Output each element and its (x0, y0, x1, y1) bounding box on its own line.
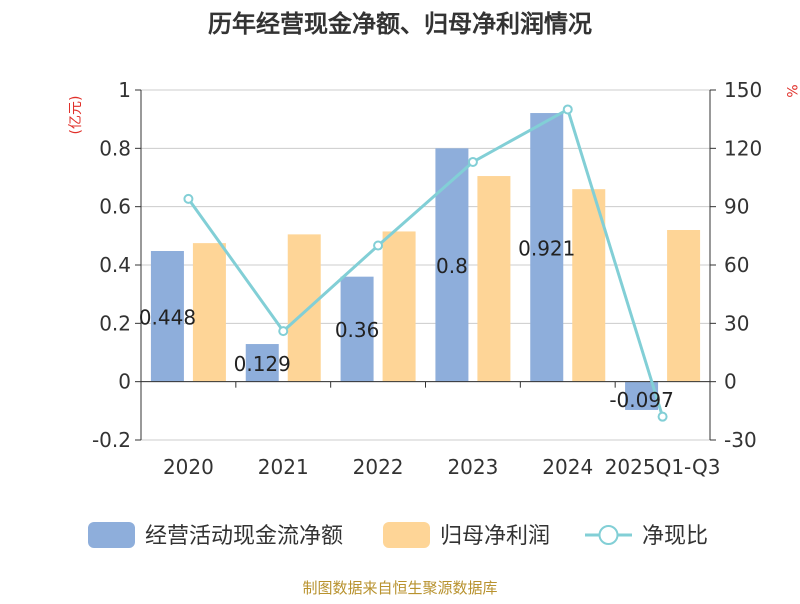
x-axis-tick-label: 2021 (258, 455, 309, 479)
axes: -0.2 0 0.2 0.4 0.6 0.8 1 -30 0 30 60 90 120 150 2020 20… (92, 78, 762, 479)
net-profit-bar (667, 230, 701, 382)
x-axis-tick-label: 2022 (353, 455, 404, 479)
ratio-point (657, 411, 668, 422)
legend-swatch (383, 522, 430, 548)
cashflow-data-label: 0.448 (139, 305, 196, 329)
right-axis-tick-label: -30 (724, 428, 757, 452)
source-note: 制图数据来自恒生聚源数据库 (302, 579, 497, 597)
cashflow-bar (150, 251, 184, 382)
right-axis-unit-label: % (783, 84, 799, 97)
cashflow-bar (245, 344, 279, 382)
legend-label: 经营活动现金流净额 (145, 524, 343, 549)
cashflow-data-label: 0.8 (436, 254, 468, 278)
legend: 经营活动现金流净额 归母净利润 净现比 (88, 522, 708, 549)
right-axis-tick-label: 0 (724, 370, 737, 394)
right-axis-tick-label: 90 (724, 195, 749, 219)
legend-swatch (88, 522, 135, 548)
left-axis-tick-label: 0.2 (99, 311, 131, 335)
ratio-point (183, 193, 194, 204)
cashflow-bar (530, 113, 564, 382)
ratio-point (373, 240, 384, 251)
cashflow-bar (340, 276, 374, 382)
left-axis-tick-label: 0.8 (99, 136, 131, 160)
x-axis-tick-label: 2020 (163, 455, 214, 479)
cashflow-data-label: -0.097 (609, 388, 673, 412)
chart-title: 历年经营现金净额、归母净利润情况 (208, 10, 592, 38)
cashflow-data-label: 0.36 (335, 318, 380, 342)
right-axis-tick-label: 150 (724, 78, 762, 102)
right-axis-tick-label: 30 (724, 311, 749, 335)
legend-item-ratio: 净现比 (585, 524, 708, 549)
ratio-point (467, 156, 478, 167)
cashflow-data-label: 0.921 (518, 236, 575, 260)
legend-label: 净现比 (642, 524, 708, 549)
cashflow-data-label: 0.129 (234, 352, 291, 376)
data-labels-layer: 0.448 0.129 0.36 0.8 0.921 -0.097 (139, 236, 674, 412)
ratio-line-layer (183, 104, 668, 422)
ratio-point (562, 104, 573, 115)
x-axis-tick-label: 2023 (447, 455, 498, 479)
right-axis-tick-label: 120 (724, 136, 762, 160)
x-axis-tick-label: 2025Q1-Q3 (605, 455, 721, 479)
ratio-point (278, 326, 289, 337)
legend-swatch-marker (598, 525, 619, 545)
net-profit-bar (572, 189, 606, 382)
legend-item-net-profit: 归母净利润 (383, 522, 550, 549)
bars-layer (150, 113, 701, 410)
left-axis-tick-label: 1 (118, 78, 131, 102)
left-axis-unit-label: (亿元) (68, 96, 84, 135)
ratio-line (187, 107, 665, 418)
left-axis-tick-label: -0.2 (92, 428, 131, 452)
legend-label: 归母净利润 (440, 524, 550, 549)
net-profit-bar (382, 231, 416, 382)
left-axis-tick-label: 0 (118, 370, 131, 394)
cashflow-bar (435, 148, 469, 382)
x-axis-tick-label: 2024 (542, 455, 593, 479)
net-profit-bar (477, 176, 511, 382)
left-axis-tick-label: 0.6 (99, 195, 131, 219)
right-axis-tick-label: 60 (724, 253, 749, 277)
net-profit-bar (287, 234, 321, 382)
legend-item-cashflow: 经营活动现金流净额 (88, 522, 343, 549)
net-profit-bar (192, 243, 226, 382)
left-axis-tick-label: 0.4 (99, 253, 131, 277)
